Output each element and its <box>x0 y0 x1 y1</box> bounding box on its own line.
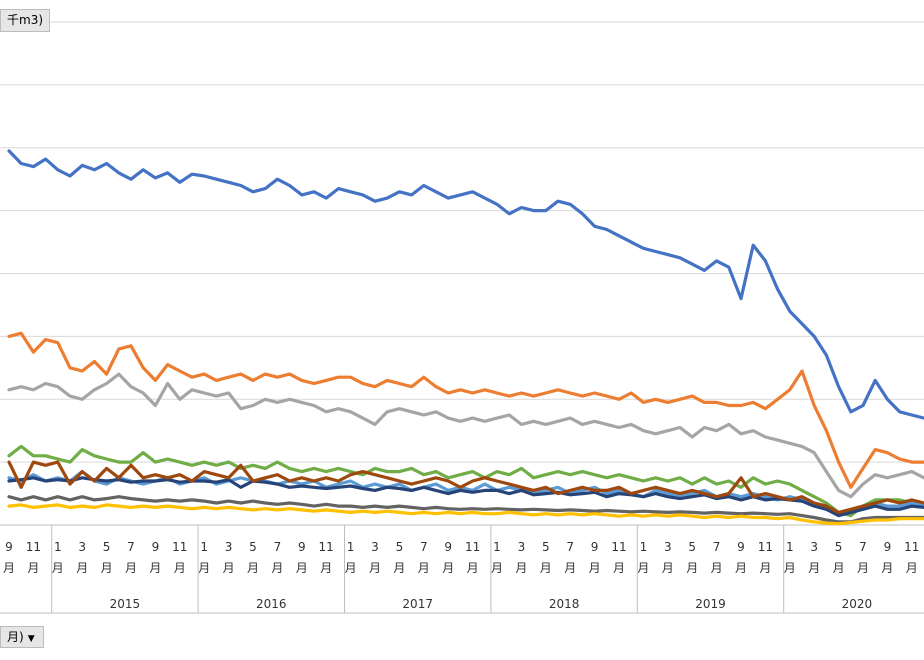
month-tick-suffix: 月 <box>418 561 430 575</box>
plot-area <box>7 149 924 526</box>
month-tick-label: 5 <box>249 540 257 554</box>
axis-field-button[interactable]: 月) ▼ <box>0 626 44 648</box>
month-tick-suffix: 月 <box>3 561 15 575</box>
month-tick-suffix: 月 <box>125 561 137 575</box>
month-tick-suffix: 月 <box>345 561 357 575</box>
x-axis: 9月11月1月3月5月7月9月11月1月3月5月7月9月11月1月3月5月7月9… <box>0 525 924 614</box>
series-line-1 <box>7 149 924 420</box>
month-tick-label: 9 <box>884 540 892 554</box>
month-tick-label: 1 <box>200 540 208 554</box>
month-tick-suffix: 月 <box>320 561 332 575</box>
month-tick-suffix: 月 <box>101 561 113 575</box>
month-tick-suffix: 月 <box>52 561 64 575</box>
month-tick-label: 11 <box>26 540 41 554</box>
month-tick-suffix: 月 <box>442 561 454 575</box>
month-tick-label: 1 <box>786 540 794 554</box>
month-tick-label: 9 <box>591 540 599 554</box>
month-tick-suffix: 月 <box>515 561 527 575</box>
month-tick-suffix: 月 <box>76 561 88 575</box>
month-tick-label: 1 <box>640 540 648 554</box>
month-tick-suffix: 月 <box>467 561 479 575</box>
month-tick-label: 9 <box>152 540 160 554</box>
month-tick-suffix: 月 <box>784 561 796 575</box>
month-tick-label: 5 <box>688 540 696 554</box>
month-tick-label: 3 <box>225 540 233 554</box>
month-tick-label: 9 <box>298 540 306 554</box>
month-tick-suffix: 月 <box>27 561 39 575</box>
month-tick-label: 11 <box>319 540 334 554</box>
month-tick-suffix: 月 <box>393 561 405 575</box>
year-label: 2017 <box>402 597 433 611</box>
month-tick-label: 5 <box>103 540 111 554</box>
series-line-3 <box>7 372 924 499</box>
month-tick-label: 11 <box>758 540 773 554</box>
month-tick-label: 11 <box>904 540 919 554</box>
month-tick-suffix: 月 <box>613 561 625 575</box>
month-tick-label: 5 <box>542 540 550 554</box>
month-tick-suffix: 月 <box>735 561 747 575</box>
month-tick-label: 3 <box>810 540 818 554</box>
year-label: 2020 <box>842 597 873 611</box>
month-tick-label: 9 <box>5 540 13 554</box>
month-tick-suffix: 月 <box>881 561 893 575</box>
month-tick-label: 7 <box>274 540 282 554</box>
year-label: 2018 <box>549 597 580 611</box>
unit-field-label: 千m3) <box>7 13 44 27</box>
month-tick-suffix: 月 <box>223 561 235 575</box>
month-tick-label: 5 <box>396 540 404 554</box>
year-label: 2019 <box>695 597 726 611</box>
month-tick-suffix: 月 <box>198 561 210 575</box>
month-tick-label: 7 <box>713 540 721 554</box>
month-tick-suffix: 月 <box>711 561 723 575</box>
month-tick-suffix: 月 <box>589 561 601 575</box>
month-tick-label: 11 <box>172 540 187 554</box>
month-tick-label: 7 <box>859 540 867 554</box>
month-tick-suffix: 月 <box>808 561 820 575</box>
axis-field-label: 月) <box>7 630 24 644</box>
month-tick-suffix: 月 <box>686 561 698 575</box>
month-tick-label: 1 <box>493 540 501 554</box>
month-tick-label: 3 <box>78 540 86 554</box>
month-tick-suffix: 月 <box>662 561 674 575</box>
month-tick-suffix: 月 <box>540 561 552 575</box>
month-tick-suffix: 月 <box>491 561 503 575</box>
series-line-2 <box>7 331 924 489</box>
month-tick-suffix: 月 <box>564 561 576 575</box>
month-tick-label: 9 <box>444 540 452 554</box>
series-line-4 <box>7 444 924 518</box>
month-tick-label: 7 <box>127 540 135 554</box>
month-tick-suffix: 月 <box>906 561 918 575</box>
dropdown-arrow-icon[interactable]: ▼ <box>27 634 35 644</box>
month-tick-label: 9 <box>737 540 745 554</box>
year-label: 2016 <box>256 597 287 611</box>
month-tick-suffix: 月 <box>833 561 845 575</box>
month-tick-label: 1 <box>347 540 355 554</box>
month-tick-suffix: 月 <box>247 561 259 575</box>
month-tick-label: 7 <box>566 540 574 554</box>
month-tick-label: 5 <box>835 540 843 554</box>
series-line-6 <box>7 476 924 518</box>
month-tick-suffix: 月 <box>637 561 649 575</box>
year-label: 2015 <box>110 597 141 611</box>
month-tick-label: 11 <box>465 540 480 554</box>
month-tick-suffix: 月 <box>271 561 283 575</box>
series-line-8 <box>7 495 924 524</box>
gridlines <box>0 21 924 526</box>
month-tick-label: 11 <box>611 540 626 554</box>
month-tick-suffix: 月 <box>759 561 771 575</box>
month-tick-label: 3 <box>664 540 672 554</box>
month-tick-label: 7 <box>420 540 428 554</box>
month-tick-suffix: 月 <box>857 561 869 575</box>
series-line-9 <box>7 503 924 526</box>
month-tick-suffix: 月 <box>174 561 186 575</box>
month-tick-suffix: 月 <box>369 561 381 575</box>
month-tick-label: 3 <box>371 540 379 554</box>
unit-field-button[interactable]: 千m3) <box>0 9 50 32</box>
month-tick-suffix: 月 <box>149 561 161 575</box>
month-tick-suffix: 月 <box>296 561 308 575</box>
month-tick-label: 3 <box>518 540 526 554</box>
month-tick-label: 1 <box>54 540 62 554</box>
series-line-7 <box>7 460 924 515</box>
